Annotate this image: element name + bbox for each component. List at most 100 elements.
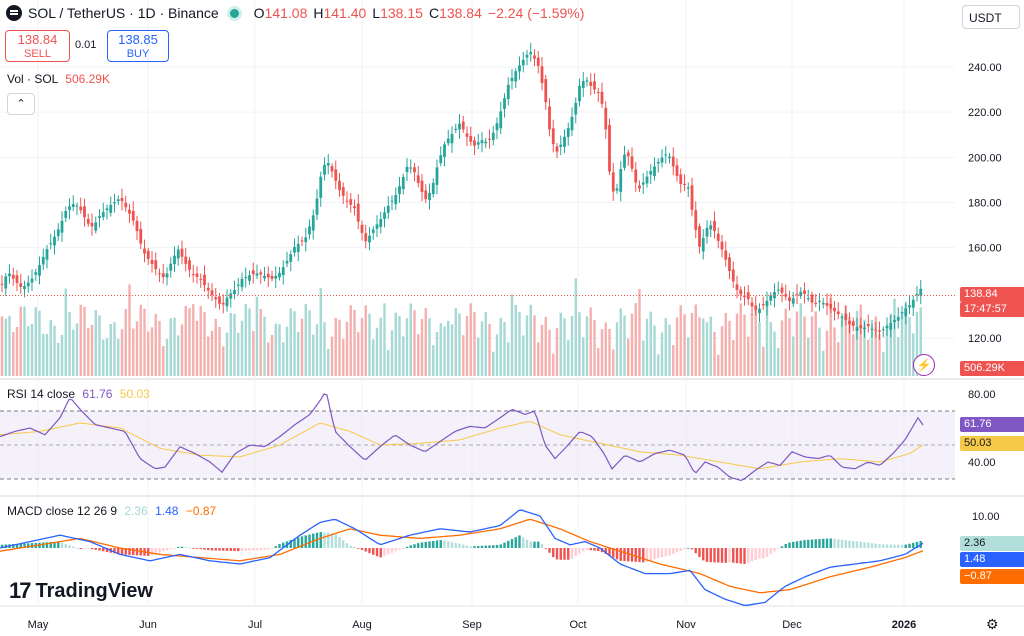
- volume-bar: [698, 317, 701, 376]
- volume-bar: [282, 342, 285, 376]
- volume-bar: [668, 324, 671, 376]
- buy-label: BUY: [126, 48, 150, 60]
- candle: [49, 233, 53, 250]
- candle: [821, 297, 825, 309]
- macd-histogram-bar: [199, 548, 202, 550]
- candle: [184, 247, 188, 272]
- candle-body: [116, 199, 120, 202]
- rsi-legend[interactable]: RSI 14 close 61.76 50.03: [7, 387, 150, 401]
- macd-histogram-bar: [713, 548, 716, 563]
- candle: [705, 220, 709, 244]
- volume-bar: [732, 340, 735, 376]
- tradingview-logo[interactable]: 17 TradingView: [9, 578, 153, 604]
- macd-histogram-bar: [780, 546, 784, 548]
- candle: [521, 51, 525, 73]
- candle-body: [308, 226, 311, 235]
- collapse-legend-button[interactable]: ⌃: [7, 93, 35, 115]
- market-status-icon[interactable]: [229, 8, 239, 18]
- candle-body: [420, 180, 424, 193]
- buy-button[interactable]: 138.85 BUY: [107, 30, 169, 62]
- macd-histogram-bar: [72, 546, 75, 548]
- volume-bar: [717, 354, 720, 376]
- candle-body: [611, 172, 615, 192]
- candle-body: [510, 77, 514, 82]
- candle: [885, 317, 889, 336]
- candle: [615, 183, 619, 194]
- candle-body: [293, 246, 296, 253]
- macd-histogram-bar: [735, 548, 739, 564]
- candle-body: [49, 243, 53, 245]
- candle: [668, 152, 671, 164]
- high-value: 141.40: [323, 5, 367, 21]
- macd-histogram-bar: [844, 540, 847, 548]
- macd-label: MACD close 12 26 9: [7, 504, 118, 518]
- price-tick-label: 200.00: [968, 152, 1002, 164]
- rsi-tick-label: 40.00: [968, 457, 996, 469]
- macd-histogram-bar: [19, 543, 22, 548]
- volume-bar: [368, 313, 371, 376]
- macd-histogram-bar: [765, 548, 769, 557]
- candle-body: [544, 79, 548, 103]
- candle-body: [173, 255, 176, 265]
- time-tick-label: Sep: [462, 619, 482, 631]
- candle: [98, 209, 101, 228]
- candle: [675, 158, 679, 182]
- sell-button[interactable]: 138.84 SELL: [5, 30, 70, 62]
- candle: [529, 42, 533, 62]
- candle: [765, 291, 769, 316]
- candle: [240, 272, 244, 292]
- candle: [750, 296, 754, 316]
- candle: [563, 129, 566, 154]
- macd-histogram-bar: [593, 548, 596, 551]
- volume-bar: [465, 316, 469, 376]
- volume-bar: [364, 305, 367, 376]
- volume-bar: [304, 303, 307, 376]
- candle-body: [484, 141, 488, 144]
- candle: [116, 195, 120, 206]
- gear-icon[interactable]: ⚙: [986, 616, 999, 632]
- candle: [356, 194, 360, 230]
- volume-bar: [267, 342, 270, 376]
- volume-legend[interactable]: Vol · SOL 506.29K: [7, 72, 110, 86]
- candle-body: [818, 300, 821, 302]
- candle-body: [653, 166, 656, 177]
- lightning-icon[interactable]: ⚡: [913, 354, 935, 376]
- candle-body: [593, 81, 596, 90]
- volume-bar: [600, 329, 604, 376]
- candle: [146, 247, 150, 265]
- volume-bar: [720, 326, 724, 376]
- candle-body: [686, 187, 690, 189]
- candle: [368, 227, 371, 251]
- volume-bar: [12, 331, 15, 376]
- macd-histogram-bar: [664, 548, 667, 557]
- candle: [754, 296, 758, 316]
- macd-histogram-bar: [882, 544, 885, 548]
- candle-body: [23, 286, 26, 290]
- macd-legend[interactable]: MACD close 12 26 9 2.36 1.48 −0.87: [7, 504, 216, 518]
- currency-button[interactable]: USDT: [962, 5, 1020, 29]
- candle: [503, 93, 506, 118]
- time-tick-label: Nov: [676, 619, 696, 631]
- candle: [0, 275, 4, 292]
- candle: [401, 173, 405, 195]
- chevron-up-icon: ⌃: [16, 98, 26, 110]
- candle: [683, 174, 686, 192]
- candle-body: [679, 174, 683, 184]
- macd-histogram-bar: [627, 548, 630, 562]
- volume-bar: [627, 338, 630, 376]
- candle: [619, 161, 623, 202]
- candle: [308, 219, 311, 240]
- candle-body: [45, 249, 49, 260]
- price-tick-label: 240.00: [968, 62, 1002, 74]
- macd-histogram-bar: [739, 548, 742, 564]
- candle: [420, 174, 424, 202]
- volume-bar: [188, 308, 191, 376]
- candle: [71, 195, 75, 211]
- volume-bar: [630, 313, 634, 376]
- symbol-title[interactable]: SOL / TetherUS · 1D · Binance: [28, 5, 219, 21]
- volume-bar: [139, 304, 142, 376]
- volume-bar: [604, 322, 607, 376]
- candle: [908, 295, 911, 315]
